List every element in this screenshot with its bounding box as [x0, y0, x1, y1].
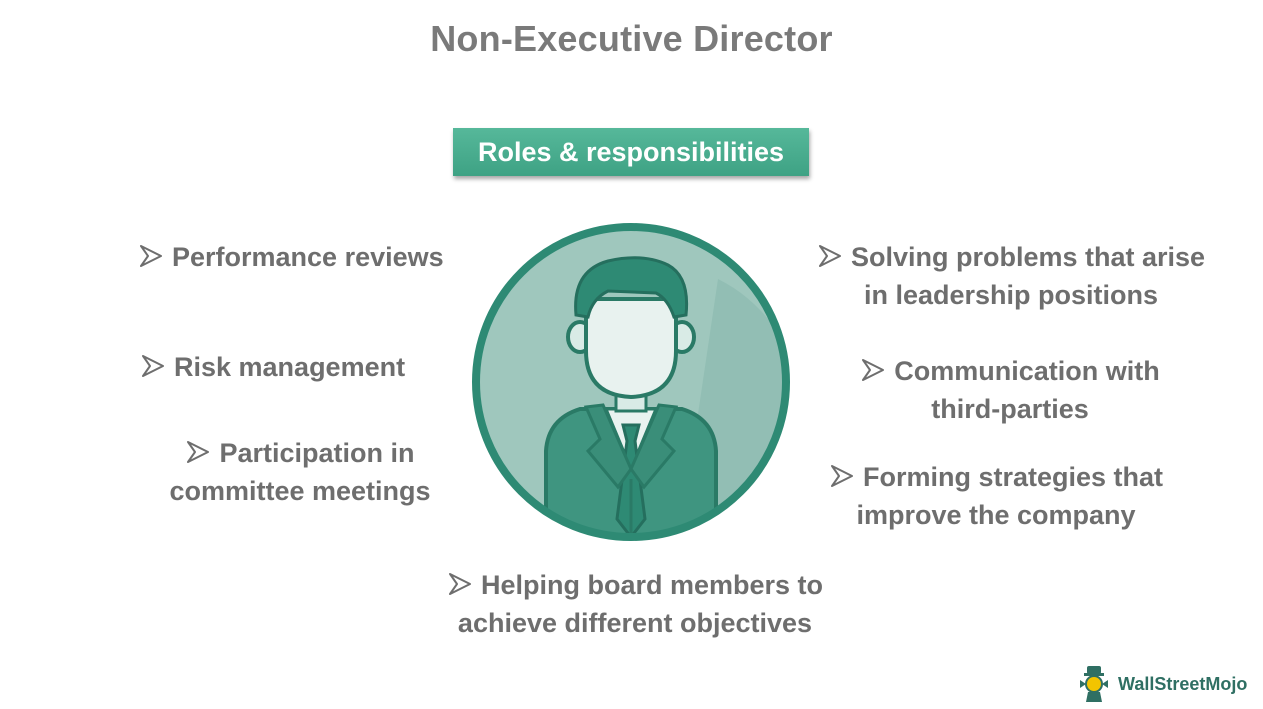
bullet-text-line1: Solving problems that arise — [850, 242, 1206, 272]
arrow-bullet-icon — [142, 355, 164, 377]
bullet-risk-management: Risk management — [140, 348, 440, 386]
bullet-communication: Communication with third-parties — [840, 352, 1180, 428]
bullet-text-line1: Helping board members to — [480, 570, 824, 600]
arrow-bullet-icon — [187, 441, 210, 463]
wallstreetmojo-logo: WallStreetMojo — [1074, 664, 1247, 704]
arrow-bullet-icon — [862, 359, 885, 381]
bullet-performance-reviews: Performance reviews — [138, 238, 458, 276]
bullet-text-line1: Participation in — [219, 438, 415, 468]
arrow-bullet-icon — [140, 245, 162, 267]
arrow-bullet-icon — [818, 245, 841, 267]
brand-name: WallStreetMojo — [1118, 673, 1248, 694]
roles-header-label: Roles & responsibilities — [477, 136, 785, 167]
arrow-bullet-icon — [830, 465, 853, 487]
bullet-text: Performance reviews — [172, 242, 444, 272]
bullet-text-line1: Forming strategies that — [862, 462, 1164, 492]
bullet-text-line2: committee meetings — [169, 476, 431, 506]
bullet-text-line2: in leadership positions — [863, 280, 1159, 310]
director-avatar-icon — [472, 223, 790, 541]
roles-header-box: Roles & responsibilities — [453, 128, 809, 176]
bullet-text-line1: Communication with — [894, 356, 1160, 386]
bullet-text-line2: improve the company — [856, 500, 1136, 530]
page-title: Non-Executive Director — [430, 18, 833, 59]
bullet-text: Risk management — [174, 352, 406, 382]
arrow-bullet-icon — [448, 573, 471, 595]
mascot-icon — [1080, 666, 1108, 702]
bullet-text-line2: third-parties — [931, 394, 1089, 424]
bullet-forming-strategies: Forming strategies that improve the comp… — [816, 458, 1176, 534]
bullet-solving-problems: Solving problems that arise in leadershi… — [806, 238, 1216, 314]
bullet-helping-board: Helping board members to achieve differe… — [430, 566, 840, 642]
bullet-committee-meetings: Participation in committee meetings — [150, 434, 450, 510]
bullet-text-line2: achieve different objectives — [457, 608, 813, 638]
